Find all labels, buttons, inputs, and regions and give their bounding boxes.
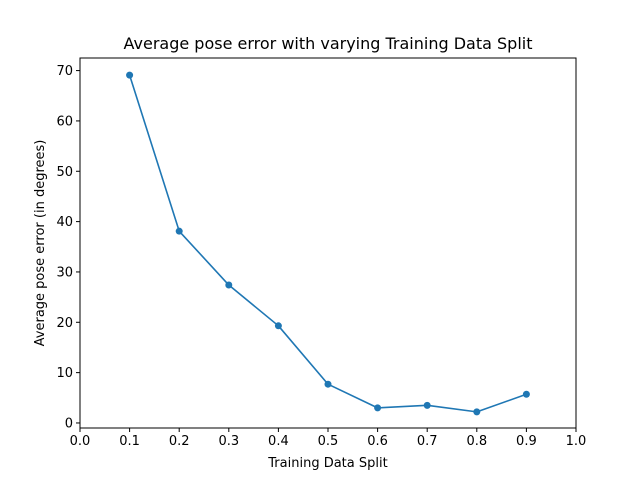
data-point (522, 390, 530, 398)
y-tick-label: 10 (56, 366, 73, 381)
y-tick-label: 30 (56, 265, 73, 280)
data-point (473, 408, 481, 416)
y-axis-label: Average pose error (in degrees) (33, 140, 48, 347)
data-point (324, 380, 332, 388)
x-tick-label: 0.8 (466, 434, 487, 449)
y-tick-label: 60 (56, 114, 73, 129)
y-tick-label: 40 (56, 215, 73, 230)
data-point (274, 322, 282, 330)
data-point (423, 401, 431, 409)
data-point (126, 71, 134, 79)
y-tick-label: 50 (56, 165, 73, 180)
data-point (374, 404, 382, 412)
x-tick-label: 0.9 (516, 434, 537, 449)
chart-title: Average pose error with varying Training… (124, 34, 533, 53)
y-axis-ticks: 0 10 20 30 40 50 60 70 (56, 64, 80, 431)
plot-area-frame (79, 57, 577, 429)
y-tick-label: 0 (65, 416, 73, 431)
x-axis-ticks: 0.0 0.1 0.2 0.3 0.4 0.5 0.6 0.7 0.8 0.9 1.0 (70, 428, 587, 449)
x-axis-label: Training Data Split (267, 456, 387, 471)
x-tick-label: 0.3 (218, 434, 239, 449)
x-tick-label: 0.7 (417, 434, 438, 449)
y-tick-label: 20 (56, 316, 73, 331)
x-tick-label: 0.1 (119, 434, 140, 449)
x-tick-label: 0.4 (268, 434, 289, 449)
series-layer (126, 71, 530, 416)
data-point (175, 227, 183, 235)
x-tick-label: 0.5 (318, 434, 339, 449)
data-point (225, 281, 233, 289)
x-tick-label: 0.6 (367, 434, 388, 449)
y-tick-label: 70 (56, 64, 73, 79)
x-tick-label: 0.2 (169, 434, 190, 449)
x-tick-label: 1.0 (566, 434, 587, 449)
x-tick-label: 0.0 (70, 434, 91, 449)
